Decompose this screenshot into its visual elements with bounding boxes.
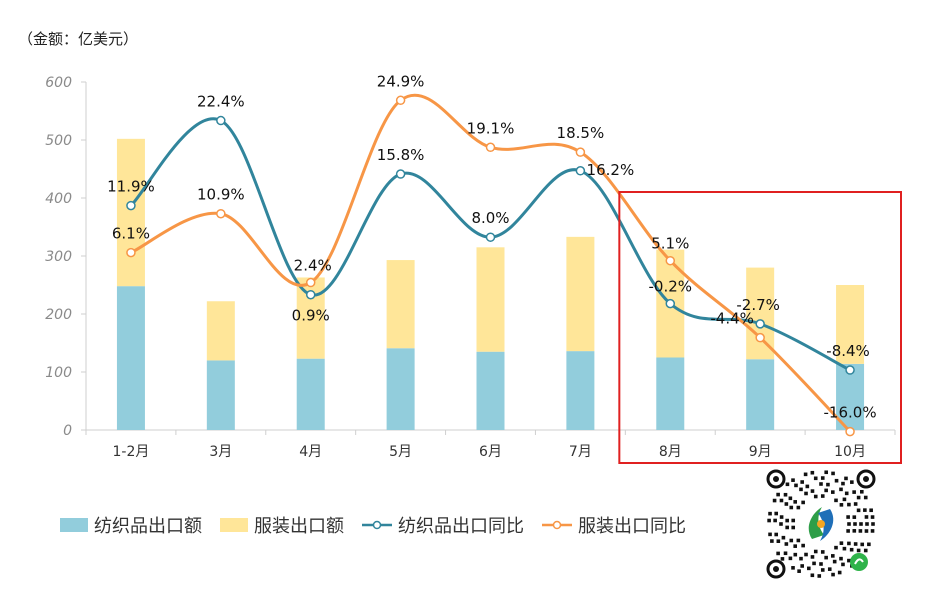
point-textile-yoy — [755, 319, 765, 329]
data-label-apparel-yoy: 24.9% — [377, 72, 425, 90]
data-label-textile-yoy: 0.9% — [292, 307, 330, 325]
data-label-textile-yoy: 22.4% — [197, 93, 245, 111]
data-label-textile-yoy: -0.2% — [649, 278, 693, 296]
qr-code-pattern — [766, 469, 876, 579]
legend-label-textile-yoy: 纺织品出口同比 — [398, 516, 524, 537]
bar-textile-export — [836, 363, 865, 430]
x-tick-label: 7月 — [569, 444, 592, 460]
point-apparel-yoy — [575, 147, 586, 157]
x-tick-label: 9月 — [749, 444, 772, 460]
data-label-textile-yoy: 8.0% — [471, 209, 509, 227]
bar-apparel-export — [566, 236, 595, 352]
x-tick-label: 5月 — [389, 444, 412, 460]
data-label-apparel-yoy: 6.1% — [112, 225, 150, 243]
legend-item-apparel-yoy: 服装出口同比 — [542, 512, 686, 538]
y-tick-label: 500 — [45, 133, 72, 149]
chart-bars — [116, 138, 865, 430]
unit-label: （金额：亿美元） — [18, 30, 139, 48]
bar-apparel-export — [476, 247, 505, 352]
point-textile-yoy — [216, 115, 226, 126]
legend-item-textile-export: 纺织品出口额 — [60, 512, 202, 538]
data-label-apparel-yoy: 10.9% — [197, 186, 245, 204]
bar-textile-export — [206, 360, 235, 430]
point-textile-yoy — [575, 166, 586, 176]
x-tick-label: 8月 — [659, 444, 682, 460]
chart-lines — [126, 93, 855, 437]
bar-apparel-export — [836, 285, 865, 364]
bar-textile-export — [116, 286, 145, 430]
point-apparel-yoy — [216, 208, 226, 219]
bar-apparel-export — [116, 138, 145, 287]
point-textile-yoy — [395, 169, 406, 179]
data-label-apparel-yoy: 5.1% — [651, 235, 689, 253]
x-tick-label: 6月 — [479, 444, 502, 460]
chart-data-labels: 11.9% 22.4% 0.9% 15.8% 8.0% 16.2% -0.2% -2.7% -8… — [107, 72, 876, 421]
point-apparel-yoy — [485, 142, 496, 153]
bar-textile-export — [746, 359, 775, 430]
bar-apparel-export — [746, 267, 775, 360]
x-tick-label: 4月 — [299, 444, 322, 460]
data-label-apparel-yoy: 19.1% — [467, 119, 515, 137]
point-textile-yoy — [305, 289, 316, 300]
y-tick-label: 100 — [45, 365, 72, 381]
bar-textile-export — [296, 358, 325, 430]
bar-textile-export — [386, 348, 415, 430]
x-tick-label: 10月 — [834, 444, 866, 460]
point-apparel-yoy — [395, 95, 406, 106]
data-label-apparel-yoy: 18.5% — [557, 124, 605, 142]
data-label-textile-yoy: 11.9% — [107, 178, 155, 196]
data-label-apparel-yoy: 2.4% — [294, 257, 332, 275]
point-apparel-yoy — [665, 255, 676, 266]
legend-swatch-textile-export — [60, 518, 88, 532]
data-label-apparel-yoy: -4.4% — [710, 310, 754, 328]
legend-swatch-apparel-yoy — [542, 520, 572, 530]
data-label-textile-yoy: 16.2% — [587, 161, 635, 179]
chart-axes: 0 100 200 300 400 500 600 1-2月 3月 4月 5月 6月 7月 8月 9月 10月 — [45, 75, 896, 460]
bar-textile-export — [476, 351, 505, 430]
bar-apparel-export — [206, 301, 235, 361]
point-apparel-yoy — [305, 277, 316, 288]
bar-textile-export — [656, 357, 685, 430]
legend-item-textile-yoy: 纺织品出口同比 — [362, 512, 524, 538]
y-tick-label: 400 — [45, 191, 72, 207]
qr-logo-leaf-green — [808, 507, 824, 539]
y-tick-label: 600 — [45, 75, 72, 91]
mini-program-qr-icon[interactable] — [762, 465, 880, 583]
line-textile-yoy — [129, 117, 851, 372]
point-textile-yoy — [485, 232, 496, 242]
line-apparel-yoy — [130, 93, 852, 433]
legend: 纺织品出口额 服装出口额 纺织品出口同比 服装出口同比 — [60, 512, 686, 538]
qr-logo-leaf-blue — [818, 509, 834, 541]
legend-label-apparel-export: 服装出口额 — [254, 516, 344, 537]
point-apparel-yoy — [755, 332, 765, 343]
legend-swatch-apparel-export — [220, 518, 248, 532]
legend-swatch-textile-yoy — [362, 520, 392, 530]
data-label-textile-yoy: 15.8% — [377, 146, 425, 164]
bar-textile-export — [566, 351, 595, 430]
x-tick-label: 3月 — [209, 444, 232, 460]
y-tick-label: 200 — [45, 307, 72, 323]
legend-label-textile-export: 纺织品出口额 — [94, 516, 202, 537]
point-apparel-yoy — [845, 426, 855, 437]
bar-apparel-export — [386, 260, 415, 349]
data-label-textile-yoy: -2.7% — [736, 296, 780, 314]
point-apparel-yoy — [126, 247, 136, 258]
data-label-apparel-yoy: -16.0% — [824, 404, 877, 422]
x-tick-label: 1-2月 — [113, 444, 150, 460]
point-textile-yoy — [126, 200, 136, 211]
data-label-textile-yoy: -8.4% — [826, 342, 870, 360]
y-tick-label: 300 — [45, 249, 72, 265]
wechat-mini-program-icon — [850, 553, 868, 571]
legend-item-apparel-export: 服装出口额 — [220, 512, 344, 538]
legend-label-apparel-yoy: 服装出口同比 — [578, 516, 686, 537]
point-textile-yoy — [845, 365, 855, 375]
y-tick-label: 0 — [63, 423, 72, 439]
qr-logo-dot — [817, 520, 825, 528]
point-textile-yoy — [665, 298, 676, 309]
highlight-box — [618, 191, 902, 464]
